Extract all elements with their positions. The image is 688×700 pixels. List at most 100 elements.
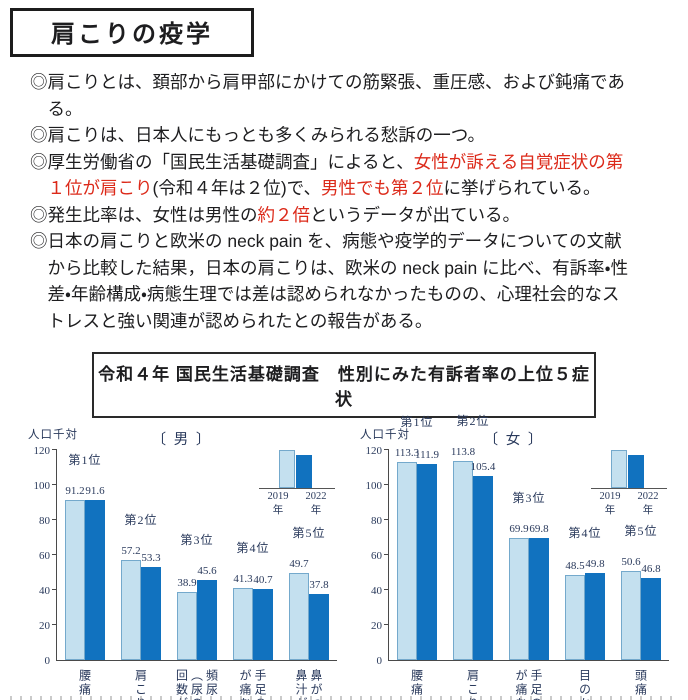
text-segment: (令和４年は２位)で、 (152, 178, 321, 198)
legend-year: 2019 (267, 491, 289, 502)
text-segment: ◎発生比率は、女性は男性の (30, 204, 258, 225)
y-tick-label: 100 (365, 480, 383, 492)
value-label-2019: 49.7 (289, 558, 309, 571)
bullet-item: ◎厚生労働省の「国民生活基礎調査」によると、女性が訴える自覚症状の第１位が肩こり… (30, 149, 632, 202)
category-label-line: 手足の関節 (252, 669, 267, 700)
legend-year-suffix-char: 年 (272, 505, 284, 516)
value-label-2022: 91.6 (85, 484, 105, 497)
value-label-2022: 105.4 (470, 460, 496, 473)
y-tick-label: 0 (376, 655, 383, 667)
y-tick-mark (384, 554, 389, 555)
text-segment: 女性が訴える自覚症状の第１位が肩こり (47, 151, 624, 199)
value-label-2022: 53.3 (141, 551, 161, 564)
value-label-2022: 49.8 (585, 557, 605, 570)
y-tick-label: 120 (33, 445, 51, 457)
legend: 2019 2022 年年 (259, 435, 335, 517)
rank-label: 第5位 (292, 526, 326, 541)
category-label-line: 目のかすみ (577, 669, 592, 700)
value-label-2022: 111.9 (415, 449, 439, 462)
rank-label: 第4位 (568, 525, 602, 540)
category-label-line: 鼻がつまる・ (308, 669, 323, 700)
category-label-line: 鼻汁が出る (293, 669, 308, 700)
y-tick-label: 20 (39, 620, 50, 632)
category-label-line: 頻尿 (204, 669, 219, 697)
category-label-line: が痛む (514, 669, 528, 700)
bar-2022 (197, 580, 217, 660)
legend-bars (591, 435, 667, 489)
bar-2019 (289, 573, 309, 660)
y-tick-mark (52, 519, 57, 520)
y-tick-mark (52, 624, 57, 625)
legend-year-suffix-char: 年 (604, 505, 616, 516)
bar-2019 (453, 460, 473, 660)
rank-label: 第2位 (124, 512, 158, 527)
bar-2019 (65, 500, 85, 660)
text-segment: 男性でも第２位 (320, 178, 444, 198)
value-label-2019: 41.3 (233, 572, 253, 585)
category-label-line: 頭痛 (633, 669, 648, 697)
chart-plot: 0 20 40 60 80 100 120 91.2 91.6 第1位 57.2 53.3 第2位 38.… (34, 445, 337, 667)
rank-label: 第3位 (180, 533, 214, 548)
y-tick-mark (52, 554, 57, 555)
y-tick-label: 40 (371, 585, 382, 597)
legend-year-suffix: 年年 (591, 502, 667, 517)
y-tick-mark (52, 449, 57, 450)
value-label-2022: 46.8 (641, 563, 661, 576)
chart-header: 人口千対 〔 女 〕 (354, 424, 674, 450)
rank-label: 第4位 (236, 540, 270, 555)
y-tick-label: 80 (371, 515, 382, 527)
legend-bar-2019 (611, 450, 627, 488)
chart-title: 令和４年 国民生活基礎調査 性別にみた有訴者率の上位５症状 (92, 352, 596, 418)
category-label: 頻尿（尿の出る回数が多い） (174, 669, 219, 700)
chart-male: 人口千対 〔 男 〕 0 20 40 60 80 100 120 91.2 91.6 第1位 57.2 5… (22, 424, 342, 700)
value-label-2019: 57.2 (121, 544, 141, 557)
rank-label: 第5位 (624, 524, 658, 539)
bar-2022 (417, 464, 437, 660)
bar-2019 (121, 559, 141, 660)
y-tick-label: 40 (39, 585, 50, 597)
y-tick-mark (384, 519, 389, 520)
bar-2022 (529, 537, 549, 660)
bar-2019 (509, 537, 529, 660)
y-tick-label: 60 (371, 550, 382, 562)
text-segment: に挙げられている。 (443, 178, 601, 198)
category-label-line: 肩こり (133, 669, 148, 700)
y-tick-mark (384, 589, 389, 590)
y-tick-mark (52, 484, 57, 485)
legend-year-labels: 2019 2022 (259, 491, 335, 502)
rank-label: 第2位 (456, 413, 490, 428)
category-label: 腰痛 (409, 669, 424, 697)
category-label: 目のかすみ (577, 669, 592, 700)
category-label: 肩こり (133, 669, 148, 700)
y-tick-label: 0 (44, 655, 51, 667)
bullet-item: ◎肩こりは、日本人にもっとも多くみられる愁訴の一つ。 (30, 122, 632, 149)
legend-bar-2019 (279, 450, 295, 488)
rank-label: 第3位 (512, 490, 546, 505)
text-segment: ◎厚生労働省の「国民生活基礎調査」によると、 (30, 151, 414, 172)
chart-header: 人口千対 〔 男 〕 (22, 424, 342, 450)
value-label-2022: 45.6 (197, 565, 217, 578)
bar-2019 (565, 575, 585, 660)
value-label-2019: 113.3 (394, 446, 420, 459)
bar-2022 (141, 566, 161, 660)
legend: 2019 2022 年年 (591, 435, 667, 517)
value-label-2022: 69.8 (529, 522, 549, 535)
text-segment: ◎日本の肩こりと欧米の neck pain を、病態や疫学的データについての文献… (30, 231, 629, 331)
category-label-line: 肩こり (465, 669, 480, 700)
category-label-line: （尿の出る (189, 669, 204, 700)
legend-year-labels: 2019 2022 (591, 491, 667, 502)
y-tick-mark (384, 624, 389, 625)
legend-year: 2022 (305, 491, 327, 502)
bullet-list: ◎肩こりとは、頚部から肩甲部にかけての筋緊張、重圧感、および鈍痛である。 ◎肩こり… (0, 57, 688, 334)
legend-bar-2022 (296, 455, 312, 488)
chart-gender-label: 〔 男 〕 (151, 432, 213, 448)
chart-gender-label: 〔 女 〕 (483, 432, 545, 448)
y-tick-label: 60 (39, 550, 50, 562)
y-axis-unit-label: 人口千対 (28, 429, 78, 441)
y-tick-label: 80 (39, 515, 50, 527)
category-label-line: 手足の関節 (528, 669, 543, 700)
rank-label: 第1位 (68, 452, 102, 467)
y-tick-mark (384, 484, 389, 485)
